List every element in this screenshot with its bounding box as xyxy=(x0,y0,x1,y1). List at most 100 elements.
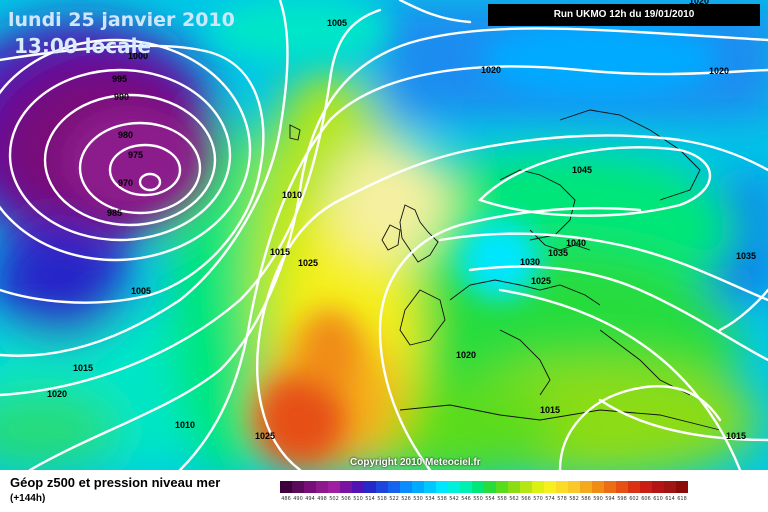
isobar-label: 1010 xyxy=(282,190,302,200)
legend-swatch xyxy=(520,481,532,493)
legend-value: 526 xyxy=(401,496,411,502)
legend-value: 610 xyxy=(653,496,663,502)
legend-value: 582 xyxy=(569,496,579,502)
isobar-label: 995 xyxy=(112,74,127,84)
isobar-label: 1005 xyxy=(131,286,151,296)
legend-value: 542 xyxy=(449,496,459,502)
legend-value: 574 xyxy=(545,496,555,502)
isobar-label: 975 xyxy=(128,150,143,160)
legend-swatch xyxy=(616,481,628,493)
isobar-label: 1020 xyxy=(481,65,501,75)
isobar-label: 1035 xyxy=(548,248,568,258)
copyright-notice: Copyright 2010 Meteociel.fr xyxy=(350,457,481,468)
legend-swatch xyxy=(364,481,376,493)
legend-value: 486 xyxy=(281,496,291,502)
isobar-label: 1015 xyxy=(270,247,290,257)
legend-swatch xyxy=(352,481,364,493)
coastlines xyxy=(289,109,721,431)
legend-swatch xyxy=(604,481,616,493)
forecast-local-time: 13:00 locale xyxy=(14,34,151,58)
legend-value: 606 xyxy=(641,496,651,502)
isobar-label: 1015 xyxy=(73,363,93,373)
legend-value: 578 xyxy=(557,496,567,502)
isobar-label: 1010 xyxy=(175,420,195,430)
legend-swatch xyxy=(316,481,328,493)
isobar-label: 1035 xyxy=(736,251,756,261)
isobar-label: 1020 xyxy=(709,66,729,76)
legend-value: 490 xyxy=(293,496,303,502)
legend-value: 538 xyxy=(437,496,447,502)
legend-swatch xyxy=(508,481,520,493)
legend-value: 510 xyxy=(353,496,363,502)
legend-swatch xyxy=(676,481,688,493)
isobar-label: 1020 xyxy=(456,350,476,360)
legend-swatch xyxy=(412,481,424,493)
legend-swatch xyxy=(640,481,652,493)
legend-swatch xyxy=(436,481,448,493)
legend-value: 494 xyxy=(305,496,315,502)
isobar-label: 1000 xyxy=(128,51,148,61)
legend-value: 558 xyxy=(497,496,507,502)
isobar-labels: 1005 1000 995 990 980 975 970 985 1005 1… xyxy=(47,0,756,441)
isobar-label: 1020 xyxy=(47,389,67,399)
legend-swatch xyxy=(388,481,400,493)
legend-swatch xyxy=(340,481,352,493)
legend-swatch xyxy=(472,481,484,493)
legend-value: 570 xyxy=(533,496,543,502)
legend-swatch xyxy=(280,481,292,493)
legend-swatch xyxy=(544,481,556,493)
legend-value: 502 xyxy=(329,496,339,502)
isobar-label: 970 xyxy=(118,178,133,188)
legend-value: 498 xyxy=(317,496,327,502)
legend-value: 590 xyxy=(593,496,603,502)
legend-value: 594 xyxy=(605,496,615,502)
isobar-label: 985 xyxy=(107,208,122,218)
legend-swatch xyxy=(292,481,304,493)
forecast-range: (+144h) xyxy=(10,493,46,504)
legend-swatch xyxy=(328,481,340,493)
isobar-label: 1005 xyxy=(327,18,347,28)
isobar-label: 1030 xyxy=(520,257,540,267)
color-scale xyxy=(280,481,688,493)
legend-swatch xyxy=(580,481,592,493)
legend-swatch xyxy=(568,481,580,493)
map-footer: Géop z500 et pression niveau mer (+144h)… xyxy=(0,470,768,512)
legend-swatch xyxy=(532,481,544,493)
legend-value: 566 xyxy=(521,496,531,502)
legend-value: 614 xyxy=(665,496,675,502)
legend-value: 598 xyxy=(617,496,627,502)
isobar-label: 1045 xyxy=(572,165,592,175)
isobar-label: 980 xyxy=(118,130,133,140)
weather-map: 1005 1000 995 990 980 975 970 985 1005 1… xyxy=(0,0,768,470)
legend-value: 514 xyxy=(365,496,375,502)
legend-value: 518 xyxy=(377,496,387,502)
legend-swatch xyxy=(496,481,508,493)
isobar-label: 1025 xyxy=(255,431,275,441)
color-scale-labels: 486 490 494 498 502 506 510 514 518 522 526 530 534 5… xyxy=(280,496,688,502)
legend-value: 602 xyxy=(629,496,639,502)
legend-swatch xyxy=(304,481,316,493)
legend-value: 586 xyxy=(581,496,591,502)
legend-value: 562 xyxy=(509,496,519,502)
legend-swatch xyxy=(556,481,568,493)
map-title: Géop z500 et pression niveau mer xyxy=(10,475,221,490)
model-run-info: Run UKMO 12h du 19/01/2010 xyxy=(488,4,760,26)
legend-swatch xyxy=(592,481,604,493)
isobar-label: 1015 xyxy=(540,405,560,415)
legend-swatch xyxy=(376,481,388,493)
isobar-label: 1015 xyxy=(726,431,746,441)
legend-swatch xyxy=(448,481,460,493)
legend-swatch xyxy=(424,481,436,493)
legend-value: 550 xyxy=(473,496,483,502)
legend-value: 534 xyxy=(425,496,435,502)
legend-value: 546 xyxy=(461,496,471,502)
legend-swatch xyxy=(484,481,496,493)
legend-swatch xyxy=(628,481,640,493)
isobar-label: 1040 xyxy=(566,238,586,248)
legend-swatch xyxy=(400,481,412,493)
legend-value: 618 xyxy=(677,496,687,502)
legend-value: 530 xyxy=(413,496,423,502)
legend-swatch xyxy=(460,481,472,493)
legend-value: 522 xyxy=(389,496,399,502)
